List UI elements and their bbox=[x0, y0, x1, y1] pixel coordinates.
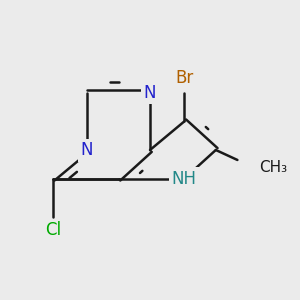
Text: N: N bbox=[144, 84, 156, 102]
Text: NH: NH bbox=[172, 169, 197, 188]
Text: Cl: Cl bbox=[45, 221, 61, 239]
Text: N: N bbox=[81, 141, 93, 159]
Text: Br: Br bbox=[175, 70, 194, 88]
Text: CH₃: CH₃ bbox=[259, 160, 287, 175]
